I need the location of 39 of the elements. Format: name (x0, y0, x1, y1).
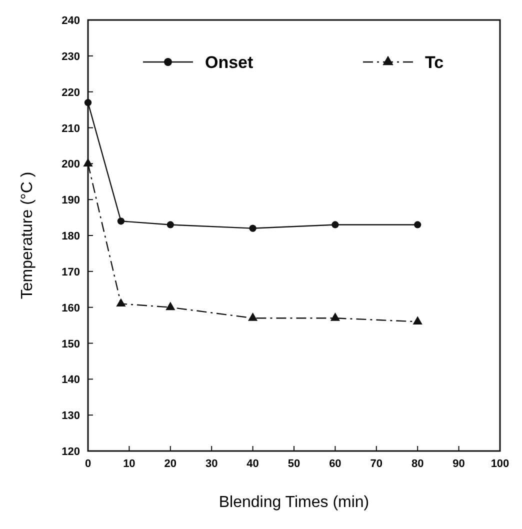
y-tick-label: 170 (62, 266, 80, 278)
y-tick-label: 160 (62, 302, 80, 314)
y-axis-title: Temperature (°C ) (19, 172, 36, 300)
point (332, 221, 339, 228)
y-tick-label: 220 (62, 86, 80, 99)
y-tick-label: 190 (62, 194, 80, 207)
x-tick-label: 70 (370, 458, 383, 470)
y-tick-label: 150 (62, 338, 80, 350)
x-tick-label: 30 (205, 458, 218, 470)
x-tick-label: 90 (452, 458, 465, 470)
point (84, 99, 92, 106)
y-tick-label: 200 (62, 158, 80, 171)
point (412, 316, 422, 324)
point (166, 221, 174, 228)
y-tick-label: 240 (62, 15, 80, 27)
point (248, 312, 258, 321)
x-tick-label: 40 (246, 458, 259, 470)
x-tick-label: 100 (490, 458, 510, 470)
point (117, 218, 125, 225)
legend-label: Tc (425, 53, 444, 72)
point (166, 302, 176, 310)
x-tick-label: 20 (164, 458, 177, 470)
y-tick-label: 230 (62, 50, 80, 63)
y-tick-label: 130 (62, 410, 80, 422)
legend-label: Onset (205, 53, 254, 72)
point (330, 312, 340, 321)
point (116, 298, 126, 307)
y-tick-label: 210 (62, 122, 80, 135)
x-axis-title: Blending Times (min) (218, 494, 370, 511)
point (249, 224, 256, 232)
x-tick-label: 80 (411, 458, 424, 470)
x-tick-label: 50 (288, 458, 300, 470)
x-tick-label: 0 (84, 458, 92, 470)
point (414, 221, 422, 228)
y-tick-label: 180 (62, 230, 80, 242)
x-tick-label: 60 (329, 458, 342, 470)
x-tick-label: 10 (123, 458, 136, 470)
y-tick-label: 120 (62, 446, 80, 458)
y-tick-label: 140 (62, 374, 80, 386)
